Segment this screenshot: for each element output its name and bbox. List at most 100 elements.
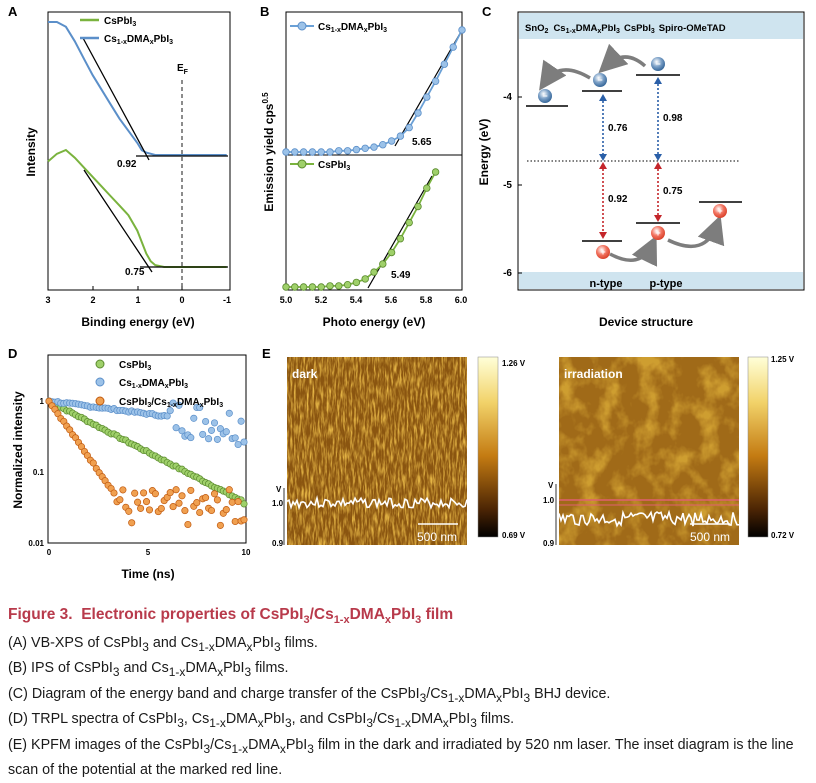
ips-data-point — [352, 145, 361, 154]
energy-levels — [526, 74, 742, 242]
ips-data-point — [299, 148, 308, 156]
ips-data-point — [405, 218, 413, 227]
xtick: 5.8 — [420, 295, 433, 305]
trpl-data-point — [207, 506, 216, 515]
trpl-data-point — [196, 403, 204, 412]
charge-transfer-arrows — [539, 43, 725, 267]
caption-b: (B) IPS of CsPbI3 and Cs1-xDMAxPbI3 film… — [8, 660, 289, 680]
panel-e-label: E — [262, 346, 271, 361]
trpl-data-point — [207, 426, 216, 434]
ips-data-point — [317, 283, 325, 291]
panel-d: D CsPbI3 Cs1-xDMAxPbI3 CsPbI3/Cs1-xDMAxP… — [8, 346, 251, 581]
series-cs1-x-dma-x-pbi3-vbxps — [48, 21, 227, 156]
panel-a-ylabel: Intensity — [24, 127, 38, 177]
ips-data-point — [352, 278, 361, 287]
panel-b-legend-top: Cs1-xDMAxPbI3 — [290, 21, 387, 34]
v-unit: V — [276, 485, 282, 494]
caption-c: (C) Diagram of the energy band and charg… — [8, 685, 611, 705]
trpl-data-point — [187, 486, 195, 494]
xtick: 5.2 — [315, 295, 328, 305]
hole-icon — [713, 204, 727, 218]
panel-d-label: D — [8, 346, 17, 361]
trpl-data-point — [213, 435, 221, 443]
dark-colorbar: 1.26 V 0.69 V — [477, 356, 526, 540]
series-cs1-x-dma-x-pbi3-ips — [282, 26, 466, 156]
trpl-data-point — [128, 519, 136, 527]
ips-fit-line-bottom — [367, 175, 433, 289]
trpl-data-point — [225, 486, 233, 494]
xtick: 0 — [179, 295, 184, 305]
gap-arrows — [602, 80, 659, 235]
xtick: 5 — [146, 548, 151, 557]
svg-text:−: − — [542, 91, 547, 101]
ips-onset-value-top: 5.65 — [412, 137, 432, 148]
trpl-data-point — [225, 409, 233, 417]
ips-data-point — [282, 148, 290, 156]
trpl-data-point — [119, 486, 127, 494]
panel-a-tickmarks — [92, 286, 183, 290]
trpl-data-point — [163, 412, 171, 420]
fermi-level-label: EF — [177, 63, 189, 76]
onset-fit-line-blue — [82, 37, 150, 161]
legend-d-cs1-x: Cs1-xDMAxPbI3 — [119, 378, 188, 390]
caption-e: (E) KPFM images of the CsPbI3/Cs1-xDMAxP… — [8, 736, 794, 778]
xtick: 5.4 — [350, 295, 363, 305]
trpl-data-point — [231, 517, 239, 526]
ips-data-point — [343, 281, 352, 289]
panel-c: C SnO2 Cs1-xDMAxPbI3 CsPbI3 Spiro-OMeTAD — [477, 4, 805, 329]
trpl-data-point — [202, 417, 210, 426]
trpl-data-point — [216, 521, 224, 529]
ips-data-point — [282, 283, 290, 291]
ytick: -4 — [503, 92, 512, 103]
ips-data-point — [387, 248, 396, 257]
panel-c-header: SnO2 Cs1-xDMAxPbI3 CsPbI3 Spiro-OMeTAD — [525, 23, 726, 35]
dark-axis: V 1.0 0.9 — [272, 485, 285, 548]
caption-d: (D) TRPL spectra of CsPbI3, Cs1-xDMAxPbI… — [8, 711, 515, 731]
panel-c-ylabel: Energy (eV) — [477, 119, 491, 186]
panel-d-xlabel: Time (ns) — [121, 567, 174, 581]
ips-data-point — [308, 283, 317, 291]
trpl-data-point — [89, 459, 97, 467]
ytick: -5 — [503, 180, 512, 191]
panel-a-xlabel: Binding energy (eV) — [81, 315, 194, 329]
trpl-data-point — [196, 508, 204, 517]
trpl-data-point — [193, 499, 201, 507]
dark-label: dark — [292, 367, 318, 381]
panel-c-header-band — [519, 13, 803, 39]
trpl-data-point — [234, 440, 242, 449]
trpl-data-point — [131, 489, 139, 497]
xtick: 0 — [47, 548, 52, 557]
v-tick: 0.9 — [543, 539, 555, 548]
panel-d-legend: CsPbI3 Cs1-xDMAxPbI3 CsPbI3/Cs1-xDMAxPbI… — [95, 359, 223, 409]
trpl-data-point — [178, 427, 186, 435]
trpl-data-point — [222, 428, 230, 436]
panel-d-yticks: 1 0.1 0.01 — [28, 397, 44, 548]
ips-data-point — [291, 283, 299, 291]
ips-data-point — [458, 26, 466, 34]
panel-b-xticks: 5.0 5.2 5.4 5.6 5.8 6.0 — [280, 295, 468, 305]
xtick: -1 — [223, 295, 231, 305]
irr-cb-min: 0.72 V — [771, 531, 795, 540]
ytick: 0.01 — [28, 539, 44, 548]
legend-cs1-x-dma-x-pbi3-b: Cs1-xDMAxPbI3 — [318, 22, 387, 34]
legend-cspbi3: CsPbI3 — [104, 16, 136, 28]
panel-b: B 5.65 5.49 Cs1-xDMAxPbI3 CsPbI3 5.0 5.2… — [260, 4, 467, 329]
ips-data-point — [379, 140, 387, 149]
panel-c-label: C — [482, 4, 492, 19]
panel-c-xlabel: Device structure — [599, 315, 693, 329]
trpl-data-point — [202, 494, 210, 502]
legend-cspbi3-b: CsPbI3 — [318, 160, 350, 172]
ytick: 1 — [40, 397, 45, 406]
gap-value-076: 0.76 — [608, 123, 628, 134]
ips-data-point — [317, 148, 325, 156]
ytick: -6 — [503, 268, 512, 279]
trpl-data-point — [210, 419, 219, 427]
xtick: 2 — [90, 295, 95, 305]
hole-icon — [596, 245, 610, 259]
panel-d-xticks: 0 5 10 — [47, 548, 251, 557]
ips-data-point — [423, 184, 431, 192]
trpl-data-point — [137, 504, 145, 512]
ytick: 0.1 — [33, 468, 45, 477]
svg-text:+: + — [655, 228, 660, 238]
electron-icon — [538, 89, 552, 103]
